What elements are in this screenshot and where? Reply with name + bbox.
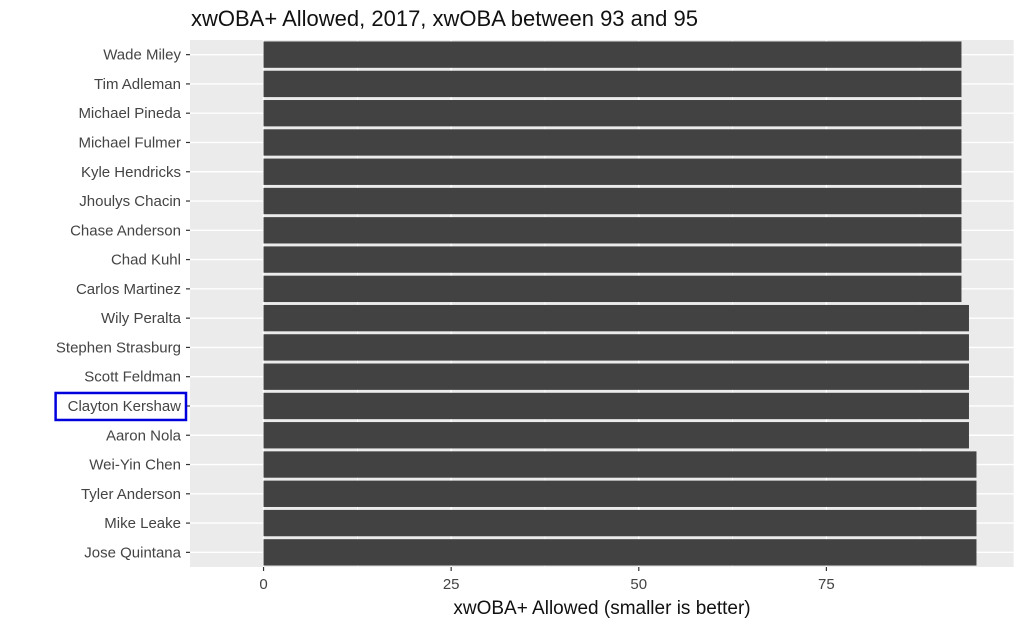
bar-scott-feldman — [263, 363, 969, 390]
y-tick-label: Tyler Anderson — [81, 486, 181, 503]
x-tick-label: 75 — [818, 576, 835, 593]
chart-title: xwOBA+ Allowed, 2017, xwOBA between 93 a… — [191, 6, 698, 31]
y-tick-label: Wily Peralta — [101, 310, 182, 327]
x-axis-title: xwOBA+ Allowed (smaller is better) — [453, 598, 751, 619]
y-tick-label: Tim Adleman — [94, 76, 181, 93]
y-tick-label: Michael Fulmer — [78, 134, 181, 151]
bar-jose-quintana — [263, 539, 977, 566]
bar-stephen-strasburg — [263, 334, 969, 361]
bar-chad-kuhl — [263, 246, 962, 273]
bars — [263, 41, 977, 566]
y-tick-label: Clayton Kershaw — [68, 398, 182, 415]
bar-carlos-martinez — [263, 275, 962, 303]
bar-mike-leake — [263, 509, 977, 537]
plot-panel — [190, 40, 1014, 567]
bar-aaron-nola — [263, 422, 969, 449]
y-tick-label: Chad Kuhl — [111, 252, 181, 269]
highlight-box — [54, 391, 188, 422]
y-tick-label: Carlos Martinez — [76, 281, 181, 298]
bar-michael-fulmer — [263, 129, 962, 156]
bar-clayton-kershaw — [263, 392, 969, 420]
y-tick-label: Chase Anderson — [70, 222, 181, 239]
y-tick-label: Stephen Strasburg — [56, 339, 181, 356]
y-axis-labels: Wade Miley Tim Adleman Michael Pineda Micha… — [56, 47, 190, 561]
bar-wily-peralta — [263, 304, 969, 332]
y-tick-label: Aaron Nola — [106, 427, 182, 444]
x-tick-label: 50 — [630, 576, 647, 593]
y-tick-label: Mike Leake — [104, 515, 181, 532]
x-tick-label: 25 — [443, 576, 460, 593]
y-tick-label: Jose Quintana — [84, 544, 181, 561]
y-tick-label: Kyle Hendricks — [81, 164, 181, 181]
bar-wade-miley — [263, 41, 962, 68]
y-tick-label: Wei-Yin Chen — [89, 457, 181, 474]
bar-michael-pineda — [263, 100, 962, 127]
bar-wei-yin-chen — [263, 451, 977, 478]
bar-tyler-anderson — [263, 480, 977, 507]
y-tick-label: Scott Feldman — [84, 369, 181, 386]
bar-jhoulys-chacin — [263, 187, 962, 215]
bar-chase-anderson — [263, 217, 962, 244]
bar-tim-adleman — [263, 70, 962, 98]
x-tick-label: 0 — [259, 576, 267, 593]
bar-kyle-hendricks — [263, 158, 962, 185]
y-tick-label: Wade Miley — [103, 47, 181, 64]
x-axis-ticks: 0 25 50 75 — [259, 567, 835, 593]
y-tick-label: Michael Pineda — [78, 105, 181, 122]
y-tick-label: Jhoulys Chacin — [79, 193, 181, 210]
